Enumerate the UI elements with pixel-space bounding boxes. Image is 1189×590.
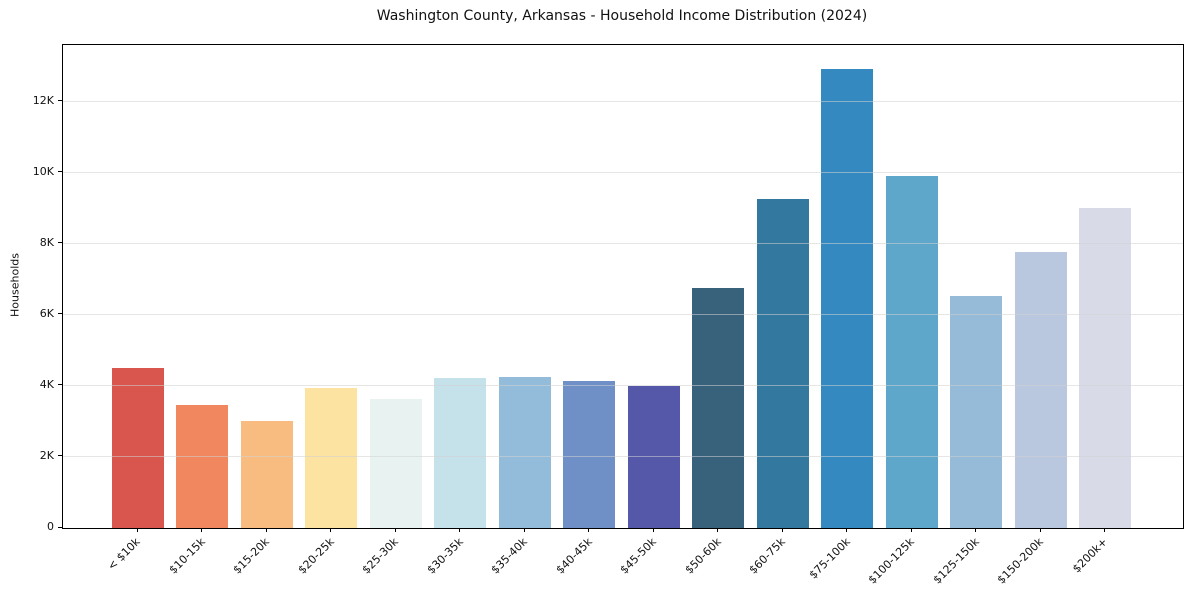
- x-tick-label: $100-125k: [865, 535, 917, 587]
- bar: [692, 287, 744, 528]
- x-tick-label: $150-200k: [994, 535, 1046, 587]
- x-tick-label: $25-30k: [359, 535, 401, 577]
- x-tick-label: $20-25k: [295, 535, 337, 577]
- gridline: [63, 243, 1183, 245]
- bar: [240, 421, 293, 528]
- x-tick-mark: [201, 528, 202, 532]
- bar: [305, 387, 357, 528]
- y-tick-label: 10K: [32, 164, 54, 178]
- x-tick-mark: [394, 528, 396, 532]
- x-tick-label: $200k+: [1070, 535, 1111, 576]
- x-tick-mark: [910, 528, 912, 532]
- chart-title: Washington County, Arkansas - Household …: [376, 8, 868, 24]
- bar: [176, 405, 228, 528]
- gridline: [63, 314, 1183, 316]
- x-tick-mark: [330, 528, 331, 532]
- x-tick-mark: [136, 528, 138, 532]
- x-tick-label: $10-15k: [166, 535, 208, 577]
- y-tick-mark: [58, 384, 62, 386]
- x-tick-mark: [265, 528, 267, 532]
- x-tick-label: $15-20k: [230, 535, 272, 577]
- bar: [756, 199, 809, 528]
- y-tick-mark: [58, 100, 62, 102]
- bar: [1014, 251, 1067, 528]
- y-tick-mark: [58, 455, 62, 457]
- x-tick-mark: [975, 528, 976, 532]
- x-tick-label: $35-40k: [488, 535, 530, 577]
- bar: [111, 368, 164, 528]
- gridline: [63, 101, 1183, 103]
- x-tick-label: $45-50k: [617, 535, 659, 577]
- x-tick-mark: [717, 528, 718, 532]
- bar: [885, 175, 938, 528]
- y-tick-mark: [58, 313, 62, 315]
- x-tick-label: $50-60k: [682, 535, 724, 577]
- x-tick-mark: [652, 528, 654, 532]
- x-tick-mark: [588, 528, 589, 532]
- y-tick-mark: [58, 242, 62, 244]
- y-tick-label: 0: [47, 520, 54, 533]
- y-tick-label: 8K: [39, 235, 54, 249]
- x-tick-mark: [846, 528, 847, 532]
- bar: [369, 398, 422, 528]
- plot-area: [62, 44, 1184, 529]
- y-tick-label: 2K: [39, 448, 54, 462]
- x-tick-mark: [1104, 528, 1105, 532]
- y-tick-mark: [58, 171, 62, 173]
- bar: [950, 296, 1002, 528]
- x-tick-label: $30-35k: [424, 535, 466, 577]
- x-tick-mark: [459, 528, 460, 532]
- x-tick-label: < $10k: [105, 535, 143, 573]
- y-tick-mark: [58, 526, 62, 528]
- y-tick-label: 12K: [32, 93, 54, 107]
- bar: [1079, 208, 1131, 528]
- x-tick-label: $125-150k: [930, 535, 982, 587]
- bar: [563, 380, 615, 528]
- x-tick-mark: [523, 528, 525, 532]
- bar: [434, 378, 486, 528]
- bar: [498, 376, 551, 528]
- x-tick-label: $75-100k: [806, 535, 853, 582]
- bar: [821, 69, 873, 528]
- x-tick-mark: [781, 528, 783, 532]
- x-tick-label: $60-75k: [746, 535, 788, 577]
- x-tick-mark: [1039, 528, 1041, 532]
- x-tick-label: $40-45k: [553, 535, 595, 577]
- gridline: [63, 385, 1183, 387]
- gridline: [63, 172, 1183, 174]
- y-tick-label: 6K: [39, 306, 54, 320]
- gridline: [63, 456, 1183, 458]
- y-tick-label: 4K: [39, 377, 54, 391]
